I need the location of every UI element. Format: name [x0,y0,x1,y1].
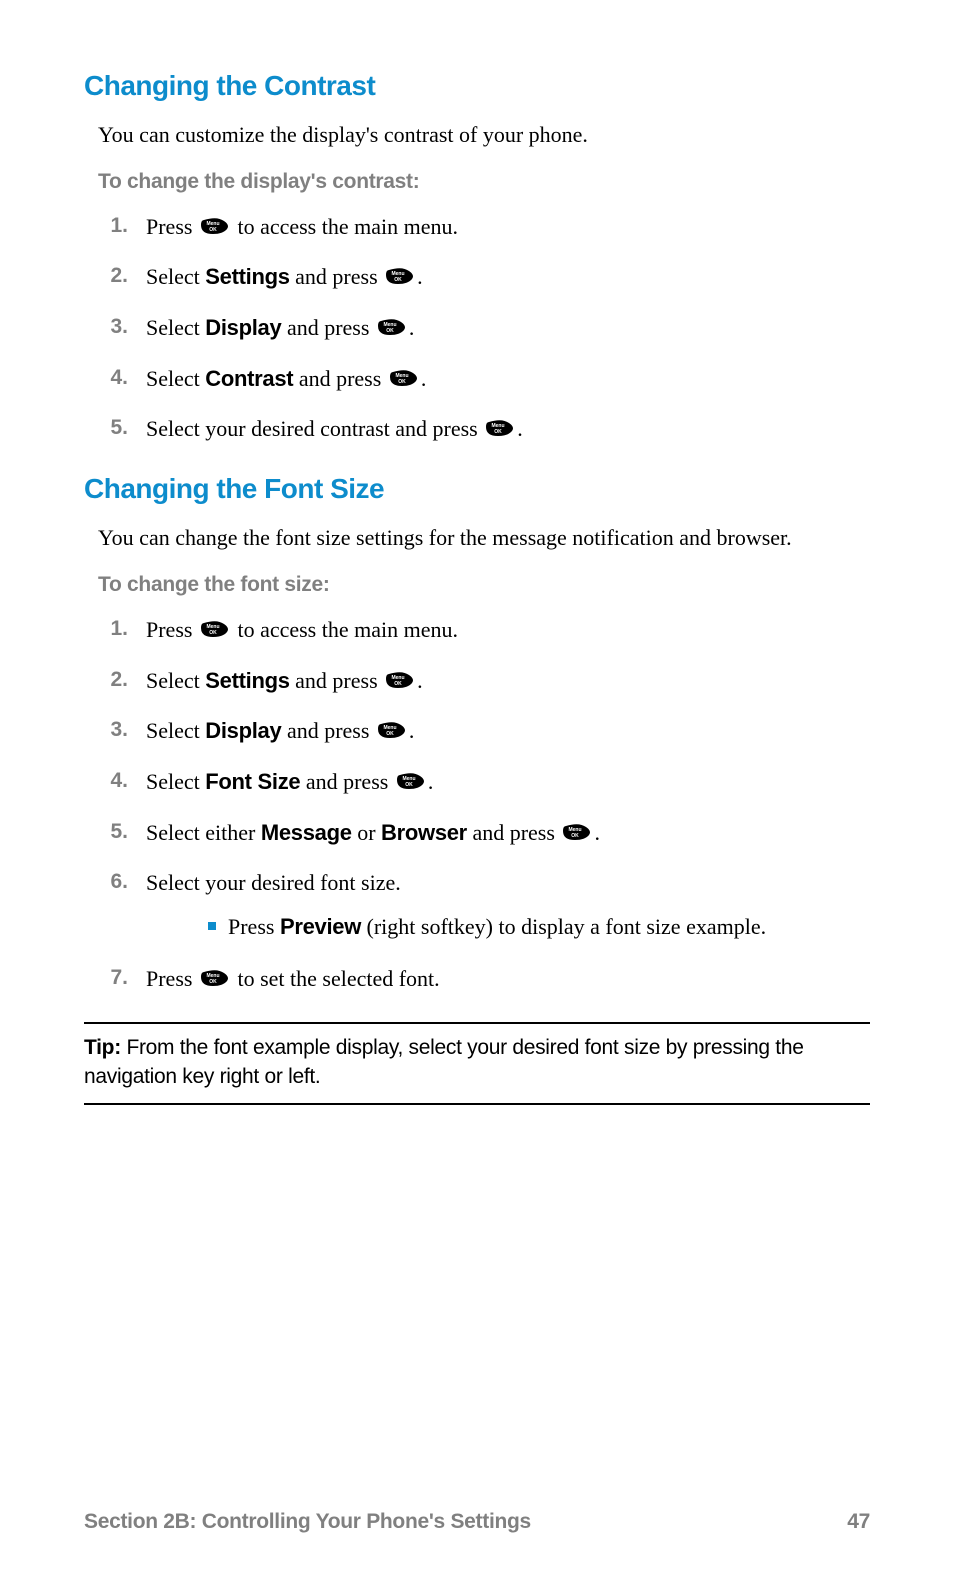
step-number: 2. [98,666,146,694]
menu-ok-button-icon: MenuOK [377,316,407,346]
steps-contrast: 1.Press MenuOK to access the main menu.2… [98,212,870,447]
svg-text:OK: OK [572,833,580,839]
step-number: 6. [98,868,146,896]
step-number: 5. [98,414,146,442]
step-item: 4.Select Contrast and press MenuOK. [98,364,870,397]
step-body: Select Settings and press MenuOK. [146,262,870,295]
step-body: Select Display and press MenuOK. [146,716,870,749]
step-item: 1.Press MenuOK to access the main menu. [98,212,870,245]
steps-fontsize: 1.Press MenuOK to access the main menu.2… [98,615,870,997]
tip-text: From the font example display, select yo… [84,1036,804,1087]
menu-ok-button-icon: MenuOK [485,417,515,447]
step-number: 7. [98,964,146,992]
menu-ok-button-icon: MenuOK [200,618,230,648]
step-body: Press MenuOK to set the selected font. [146,964,870,997]
step-number: 3. [98,313,146,341]
step-body: Select your desired contrast and press M… [146,414,870,447]
svg-text:OK: OK [394,277,402,283]
step-number: 1. [98,615,146,643]
step-body: Press MenuOK to access the main menu. [146,212,870,245]
step-number: 5. [98,818,146,846]
step-item: 3.Select Display and press MenuOK. [98,313,870,346]
menu-ok-button-icon: MenuOK [200,215,230,245]
step-body: Select Font Size and press MenuOK. [146,767,870,800]
tip-label: Tip: [84,1036,121,1059]
svg-text:OK: OK [398,379,406,385]
menu-ok-button-icon: MenuOK [385,265,415,295]
svg-text:OK: OK [209,227,217,233]
menu-ok-button-icon: MenuOK [562,821,592,851]
tip-block: Tip: From the font example display, sele… [84,1022,870,1105]
svg-text:OK: OK [494,429,502,435]
step-item: 3.Select Display and press MenuOK. [98,716,870,749]
step-body: Select Display and press MenuOK. [146,313,870,346]
step-item: 2.Select Settings and press MenuOK. [98,666,870,699]
intro-fontsize: You can change the font size settings fo… [98,523,870,553]
step-body: Select Contrast and press MenuOK. [146,364,870,397]
sub-bullet: Press Preview (right softkey) to display… [208,912,870,942]
step-item: 5.Select your desired contrast and press… [98,414,870,447]
step-body: Select your desired font size.Press Prev… [146,868,870,945]
menu-ok-button-icon: MenuOK [200,967,230,997]
heading-fontsize: Changing the Font Size [84,473,870,505]
menu-ok-button-icon: MenuOK [396,770,426,800]
sub-bullet-text: Press Preview (right softkey) to display… [228,912,766,942]
step-item: 1.Press MenuOK to access the main menu. [98,615,870,648]
intro-contrast: You can customize the display's contrast… [98,120,870,150]
step-body: Press MenuOK to access the main menu. [146,615,870,648]
step-number: 4. [98,364,146,392]
step-body: Select either Message or Browser and pre… [146,818,870,851]
subhead-fontsize: To change the font size: [98,573,870,597]
svg-text:OK: OK [386,731,394,737]
step-item: 5.Select either Message or Browser and p… [98,818,870,851]
step-item: 2.Select Settings and press MenuOK. [98,262,870,295]
subhead-contrast: To change the display's contrast: [98,170,870,194]
page-footer: Section 2B: Controlling Your Phone's Set… [84,1510,870,1534]
step-body: Select Settings and press MenuOK. [146,666,870,699]
step-number: 4. [98,767,146,795]
heading-contrast: Changing the Contrast [84,70,870,102]
footer-section: Section 2B: Controlling Your Phone's Set… [84,1510,531,1534]
menu-ok-button-icon: MenuOK [377,719,407,749]
svg-text:OK: OK [386,328,394,334]
menu-ok-button-icon: MenuOK [389,367,419,397]
svg-text:OK: OK [405,782,413,788]
step-item: 7.Press MenuOK to set the selected font. [98,964,870,997]
step-item: 4.Select Font Size and press MenuOK. [98,767,870,800]
bullet-square-icon [208,922,216,930]
step-number: 2. [98,262,146,290]
svg-text:OK: OK [209,979,217,985]
svg-text:OK: OK [394,681,402,687]
svg-text:OK: OK [209,630,217,636]
footer-page-number: 47 [847,1510,870,1534]
menu-ok-button-icon: MenuOK [385,669,415,699]
step-item: 6.Select your desired font size.Press Pr… [98,868,870,945]
step-number: 3. [98,716,146,744]
step-number: 1. [98,212,146,240]
